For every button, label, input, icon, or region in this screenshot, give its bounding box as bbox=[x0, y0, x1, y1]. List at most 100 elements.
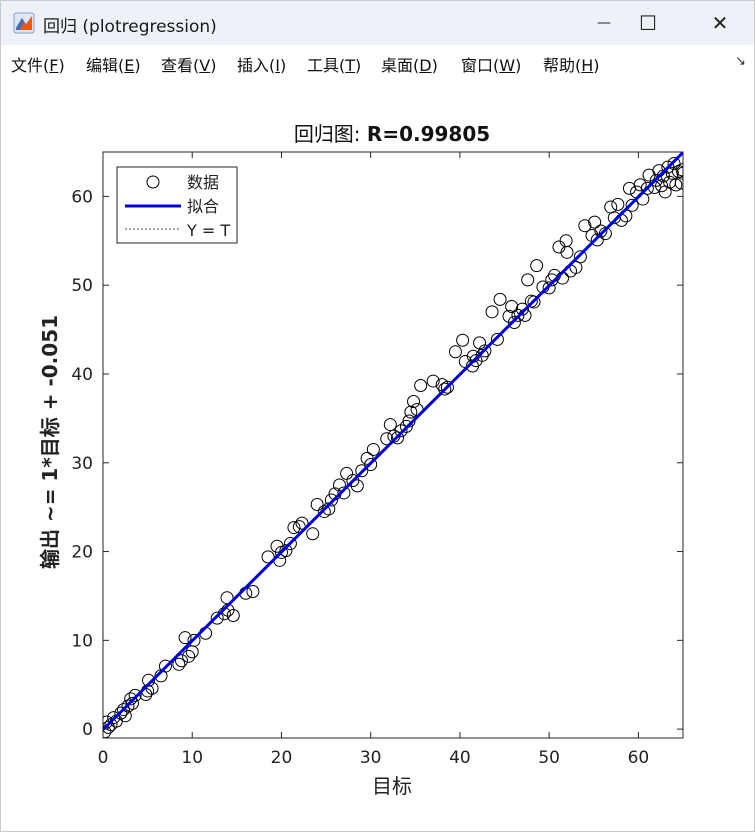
data-point bbox=[665, 166, 679, 180]
y-tick-label: 40 bbox=[71, 365, 93, 385]
data-point bbox=[440, 380, 454, 394]
data-point bbox=[178, 631, 192, 645]
data-point bbox=[380, 432, 394, 446]
data-point bbox=[655, 179, 669, 193]
data-point bbox=[404, 405, 418, 419]
menu-view[interactable]: 查看(V) bbox=[161, 56, 217, 75]
data-point bbox=[407, 394, 421, 408]
minimize-button[interactable]: — bbox=[575, 1, 633, 45]
data-point bbox=[383, 418, 397, 432]
data-point bbox=[226, 608, 240, 622]
data-point bbox=[485, 305, 499, 319]
menu-desktop[interactable]: 桌面(D) bbox=[381, 56, 438, 75]
data-point bbox=[210, 611, 224, 625]
data-point bbox=[493, 292, 507, 306]
menu-bar: 文件(F) 编辑(E) 查看(V) 插入(I) 工具(T) 桌面(D) 窗口(W… bbox=[1, 45, 754, 79]
data-point bbox=[590, 233, 604, 247]
x-tick-label: 20 bbox=[271, 748, 293, 768]
data-point bbox=[366, 442, 380, 456]
menu-edit[interactable]: 编辑(E) bbox=[86, 56, 141, 75]
y-tick-label: 50 bbox=[71, 276, 93, 296]
menu-insert[interactable]: 插入(I) bbox=[237, 56, 287, 75]
menu-tools[interactable]: 工具(T) bbox=[307, 56, 362, 75]
fit-line bbox=[103, 152, 683, 731]
data-point bbox=[355, 464, 369, 478]
y-tick-label: 20 bbox=[71, 543, 93, 563]
data-point bbox=[310, 497, 324, 511]
data-point bbox=[332, 478, 346, 492]
regression-chart: 回归图: R=0.99805 0 10 20 30 40 50 60 0 10 20 30 40 50 6… bbox=[38, 122, 684, 798]
data-point bbox=[324, 493, 338, 507]
matlab-app-icon bbox=[13, 12, 35, 34]
maximize-button[interactable]: ☐ bbox=[619, 1, 677, 45]
data-point bbox=[337, 486, 351, 500]
data-point bbox=[505, 299, 519, 313]
data-point bbox=[649, 173, 663, 187]
data-point bbox=[182, 649, 196, 663]
dock-arrow-icon[interactable]: ↘ bbox=[735, 54, 746, 69]
data-point bbox=[675, 163, 683, 177]
data-point bbox=[669, 178, 683, 192]
data-point bbox=[573, 250, 587, 264]
plot-inner bbox=[103, 152, 683, 738]
data-point bbox=[478, 344, 492, 358]
menu-help[interactable]: 帮助(H) bbox=[543, 56, 600, 75]
data-point bbox=[625, 198, 639, 212]
data-point bbox=[103, 720, 115, 734]
data-point bbox=[611, 197, 625, 211]
close-button[interactable]: ✕ bbox=[691, 1, 749, 45]
data-point bbox=[306, 527, 320, 541]
maximize-icon: ☐ bbox=[639, 11, 657, 35]
y-axis-label: 输出 ~= 1*目标 + -0.051 bbox=[38, 315, 62, 569]
x-tick-label: 50 bbox=[538, 748, 560, 768]
data-point bbox=[578, 219, 592, 233]
data-point bbox=[158, 659, 172, 673]
data-point bbox=[295, 516, 309, 530]
y-tick-label: 0 bbox=[82, 720, 93, 740]
data-point bbox=[246, 585, 260, 598]
menu-window[interactable]: 窗口(W) bbox=[461, 56, 522, 75]
data-point bbox=[438, 382, 452, 396]
data-point bbox=[350, 479, 364, 493]
data-point bbox=[283, 537, 297, 551]
x-axis-label: 目标 bbox=[372, 774, 412, 798]
data-point bbox=[279, 544, 293, 558]
data-point bbox=[390, 431, 404, 445]
data-point bbox=[414, 379, 428, 393]
chart-title-prefix: 回归图: bbox=[294, 122, 367, 146]
data-point bbox=[448, 345, 462, 359]
x-tick-label: 10 bbox=[181, 748, 203, 768]
data-point bbox=[364, 458, 378, 472]
data-point bbox=[667, 157, 681, 171]
data-point bbox=[588, 215, 602, 229]
menu-file[interactable]: 文件(F) bbox=[11, 56, 65, 75]
data-point bbox=[515, 302, 529, 316]
window-title: 回归 (plotregression) bbox=[43, 17, 217, 37]
data-point bbox=[360, 451, 374, 465]
figure-canvas: 回归图: R=0.99805 0 10 20 30 40 50 60 0 10 20 30 40 50 6… bbox=[1, 79, 754, 831]
chart-title: 回归图: R=0.99805 bbox=[294, 122, 490, 146]
legend-label: 数据 bbox=[187, 173, 219, 192]
data-point bbox=[490, 332, 504, 346]
legend-label: Y = T bbox=[186, 221, 230, 240]
data-point bbox=[175, 654, 189, 668]
data-point bbox=[674, 176, 683, 190]
close-icon: ✕ bbox=[711, 11, 729, 35]
data-point bbox=[118, 709, 132, 723]
data-point bbox=[560, 245, 574, 259]
x-tick-label: 60 bbox=[628, 748, 650, 768]
minimize-icon: — bbox=[597, 15, 611, 31]
data-point bbox=[117, 703, 131, 717]
chart-title-value: R=0.99805 bbox=[367, 122, 490, 146]
data-point bbox=[261, 550, 275, 564]
legend-marker-data bbox=[146, 175, 160, 189]
title-bar[interactable]: 回归 (plotregression) — ☐ ✕ bbox=[1, 1, 754, 45]
y-tick-label: 60 bbox=[71, 187, 93, 207]
data-point bbox=[287, 521, 301, 535]
data-point bbox=[456, 333, 470, 347]
x-tick-label: 40 bbox=[449, 748, 471, 768]
data-point bbox=[633, 178, 647, 192]
data-point bbox=[426, 374, 440, 388]
